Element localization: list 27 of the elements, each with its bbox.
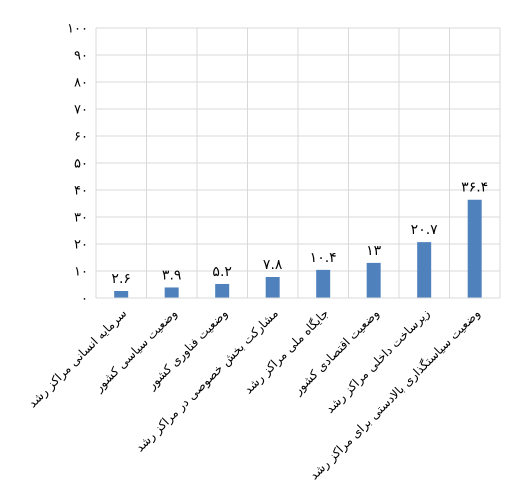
bar [468,200,482,298]
bar [366,262,381,298]
data-label: ۳.۹ [162,267,182,284]
y-tick-label: ۰ [81,292,88,307]
data-label: ۱۰.۴ [310,250,337,266]
data-label: ۲۰.۷ [410,222,438,238]
data-label: ۷.۸ [262,256,283,273]
y-tick-label: ۴۰ [74,184,88,199]
data-label: ۵.۲ [212,264,232,280]
data-label: ۳۶.۴ [461,180,488,196]
bar [266,276,280,298]
bar [164,287,179,298]
y-tick-label: ۷۰ [74,102,88,118]
y-tick-label: ۲۰ [74,238,88,253]
y-tick-label: ۳۰ [74,210,88,226]
bar [114,290,128,298]
bar [215,284,230,298]
y-tick-label: ۶۰ [74,130,88,145]
y-tick-label: ۱۰۰ [67,22,88,37]
y-tick-label: ۹۰ [74,48,88,64]
y-tick-label: ۸۰ [74,76,88,91]
y-tick-label: ۵۰ [74,156,88,172]
bar [417,242,432,298]
bar [316,270,330,298]
data-label: ۱۳ [366,242,382,259]
data-label: ۲.۶ [111,270,131,287]
y-tick-label: ۱۰ [74,264,88,280]
